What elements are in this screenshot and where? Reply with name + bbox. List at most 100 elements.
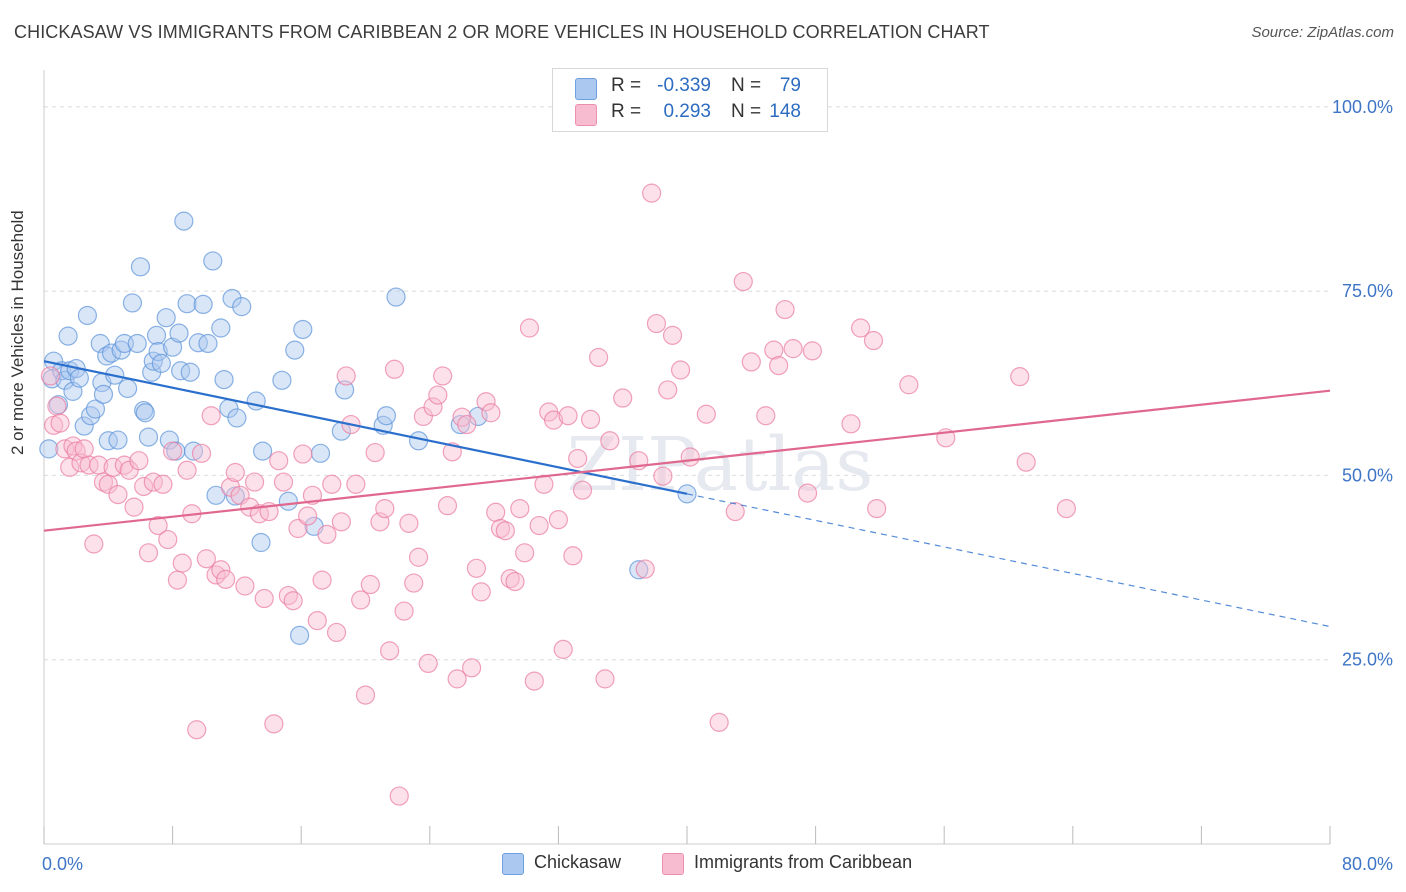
data-point — [461, 658, 482, 678]
n-label: N = — [731, 101, 762, 122]
data-point — [151, 353, 171, 373]
stats-row-chickasaw: R = -0.339 N = 79 — [553, 75, 827, 103]
data-point — [317, 524, 337, 545]
data-point — [529, 515, 549, 536]
data-point — [326, 622, 347, 643]
data-point — [336, 366, 356, 386]
data-point — [251, 532, 271, 553]
data-point — [505, 571, 525, 592]
stats-swatch-caribbean — [575, 104, 597, 126]
data-point — [264, 714, 284, 734]
data-point — [376, 406, 396, 426]
data-point — [235, 576, 255, 596]
data-point — [278, 491, 298, 511]
data-point — [680, 447, 700, 467]
data-point — [232, 297, 252, 317]
data-point — [413, 406, 433, 427]
data-point — [129, 451, 149, 471]
data-point — [428, 385, 448, 405]
data-point — [629, 560, 649, 580]
trend-lines — [43, 360, 1331, 628]
data-point — [595, 669, 615, 689]
tick-labels: 25.0% 50.0% 75.0% 100.0% 0.0% 80.0% — [42, 97, 1393, 874]
data-point — [191, 443, 212, 463]
data-point — [283, 591, 303, 611]
data-point — [851, 318, 871, 338]
data-point — [163, 337, 183, 357]
data-point — [201, 406, 221, 426]
data-point — [408, 547, 429, 567]
data-point — [519, 318, 540, 338]
data-point — [124, 497, 144, 517]
data-point — [193, 294, 213, 315]
n-value: 148 — [769, 101, 801, 122]
data-point — [244, 472, 265, 492]
data-point — [293, 319, 313, 340]
data-point — [135, 403, 155, 423]
x-tick-label: 0.0% — [42, 854, 83, 874]
data-point — [802, 341, 822, 361]
grid-lines — [44, 106, 1330, 661]
data-point — [646, 313, 667, 334]
data-point — [273, 472, 294, 492]
data-point — [335, 380, 355, 400]
legend-label: Immigrants from Caribbean — [694, 852, 913, 872]
data-point — [355, 685, 376, 705]
source-credit: Source: ZipAtlas.com — [1251, 24, 1394, 41]
y-tick-label: 75.0% — [1342, 281, 1393, 301]
data-point — [394, 601, 414, 621]
data-point — [293, 444, 313, 464]
data-point — [63, 436, 83, 456]
data-point — [47, 396, 67, 416]
data-point — [254, 588, 274, 609]
data-point — [307, 611, 327, 631]
data-point — [40, 366, 61, 386]
data-point — [568, 448, 588, 469]
data-point — [775, 299, 795, 320]
data-point — [642, 183, 662, 203]
data-point — [134, 476, 154, 497]
data-point — [196, 549, 216, 569]
data-point — [289, 625, 310, 645]
chart-title: CHICKASAW VS IMMIGRANTS FROM CARIBBEAN 2… — [14, 22, 990, 42]
data-point — [1056, 499, 1076, 519]
data-point — [220, 477, 241, 497]
legend-swatch-chickasaw — [502, 853, 524, 875]
data-point — [122, 293, 143, 313]
data-point — [399, 513, 419, 533]
data-point — [146, 325, 167, 345]
y-axis-label: 2 or more Vehicles in Household — [8, 210, 27, 455]
data-point — [797, 483, 818, 503]
data-point — [471, 582, 491, 602]
data-point — [138, 427, 159, 447]
data-point — [558, 406, 578, 426]
data-point — [198, 333, 218, 354]
data-point — [580, 409, 601, 430]
data-point — [600, 431, 620, 451]
data-point — [227, 408, 247, 428]
data-point — [386, 287, 406, 307]
data-point — [524, 671, 544, 691]
data-point — [55, 370, 75, 390]
data-point — [709, 712, 729, 732]
data-point — [322, 474, 342, 494]
data-point — [253, 441, 273, 461]
data-point — [74, 439, 94, 459]
data-point — [214, 370, 234, 390]
data-point — [658, 380, 678, 400]
data-point — [174, 211, 194, 231]
data-point — [203, 251, 223, 271]
data-point — [79, 455, 99, 475]
data-points — [39, 183, 1076, 806]
data-point — [863, 330, 884, 351]
data-point — [365, 442, 385, 463]
data-point — [177, 294, 197, 314]
data-point — [418, 653, 438, 674]
data-point — [468, 406, 488, 427]
data-point — [450, 414, 470, 435]
data-point — [510, 499, 530, 519]
data-point — [476, 392, 496, 412]
data-point — [351, 590, 371, 610]
data-point — [302, 485, 323, 505]
data-point — [85, 399, 106, 419]
